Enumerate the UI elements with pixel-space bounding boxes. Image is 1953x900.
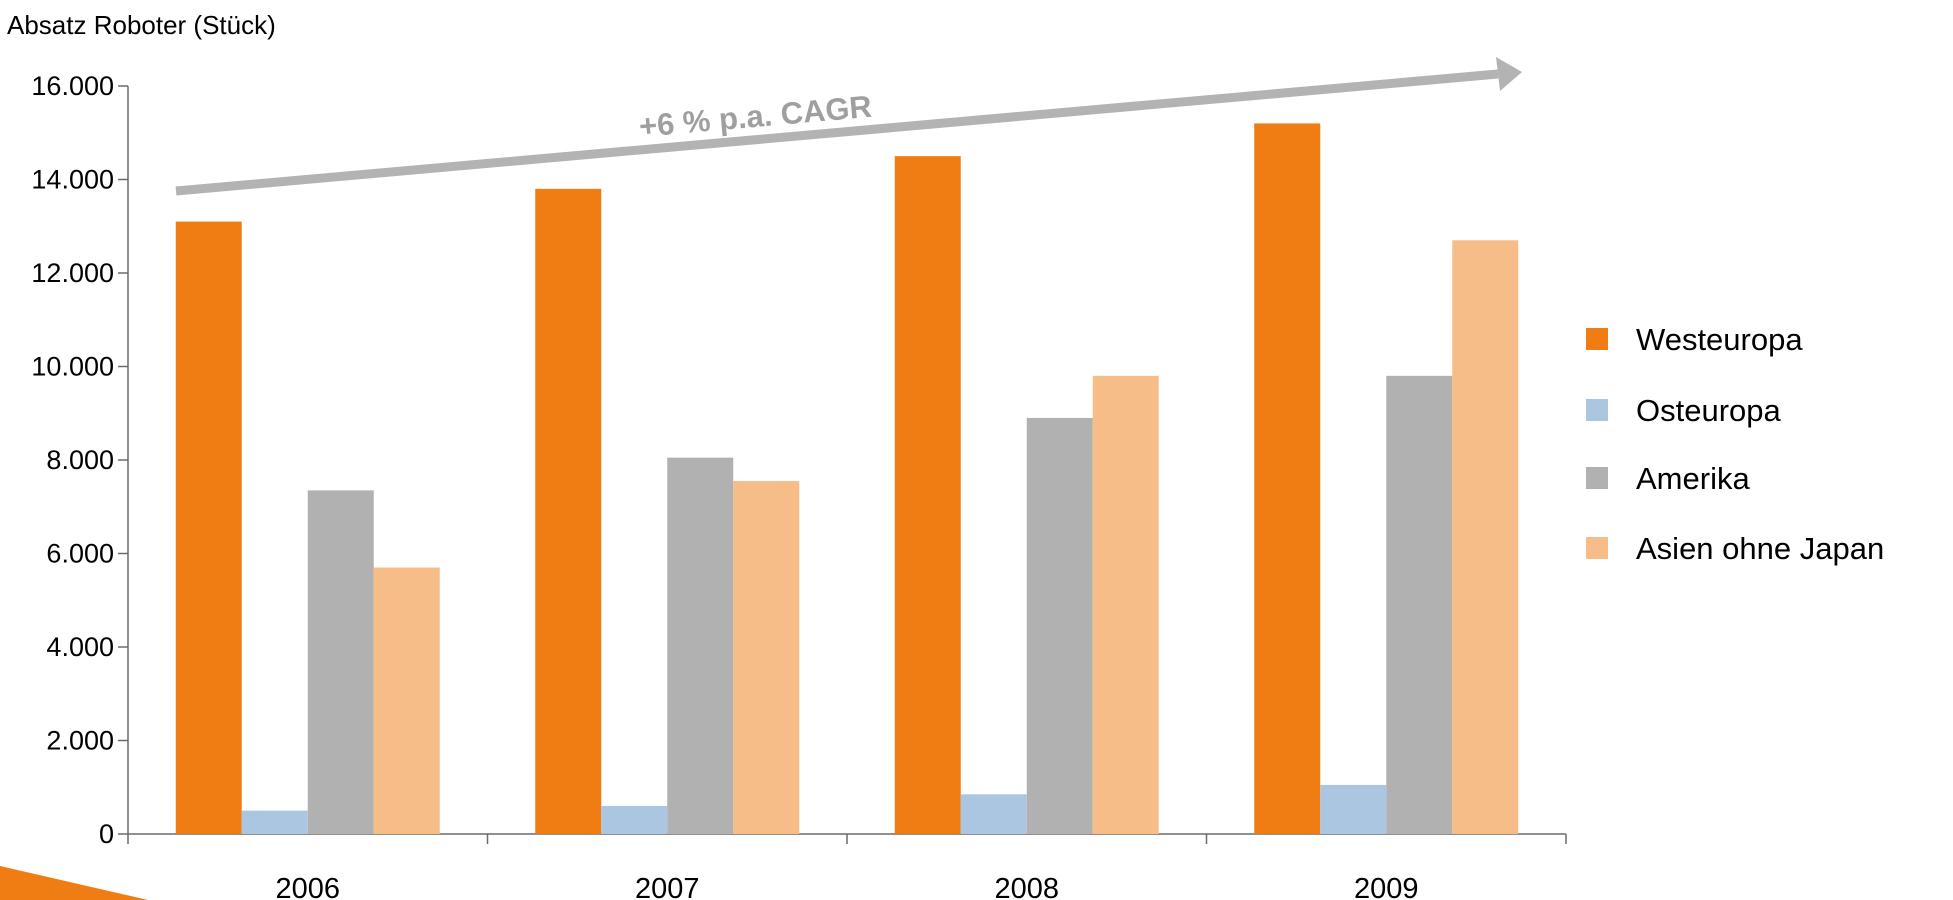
bar [960, 794, 1027, 834]
bar [307, 490, 374, 834]
bar [535, 188, 602, 835]
y-tick-label: 0 [99, 819, 114, 849]
bar [601, 805, 668, 834]
y-tick-label: 14.000 [31, 165, 114, 195]
bar [241, 810, 308, 834]
bar [373, 567, 440, 834]
x-tick-label: 2006 [275, 873, 340, 900]
bar [667, 457, 734, 834]
x-axis: 2006 2007 2008 2009 [127, 833, 1567, 900]
bars [175, 123, 1519, 835]
growth-arrow-line [175, 69, 1499, 196]
bar [1092, 375, 1159, 834]
legend-label: Westeuropa [1636, 322, 1803, 357]
legend-swatch [1586, 399, 1608, 421]
bar [1320, 784, 1387, 834]
bar [733, 481, 800, 834]
legend-swatch [1586, 328, 1608, 350]
y-axis: 0 2.000 4.000 6.000 8.000 10.000 12.000 14.000 1… [31, 71, 129, 849]
legend: Westeuropa Osteuropa Amerika Asien ohne Jap… [1586, 322, 1884, 566]
y-tick-label: 6.000 [46, 539, 114, 569]
y-axis-title: Absatz Roboter (Stück) [7, 10, 276, 40]
x-tick-label: 2009 [1354, 873, 1419, 900]
corner-decoration [0, 866, 148, 900]
y-tick-label: 16.000 [31, 71, 114, 101]
y-tick-label: 4.000 [46, 632, 114, 662]
legend-swatch [1586, 467, 1608, 489]
bar [1254, 123, 1321, 834]
bar [1386, 375, 1453, 834]
bar [1452, 240, 1519, 834]
y-tick-label: 10.000 [31, 352, 114, 382]
y-tick-label: 2.000 [46, 726, 114, 756]
bar [1026, 417, 1093, 834]
bar [894, 156, 961, 834]
growth-arrow-head [1496, 57, 1522, 91]
y-tick-label: 12.000 [31, 258, 114, 288]
x-tick-label: 2007 [635, 873, 700, 900]
legend-swatch [1586, 537, 1608, 559]
legend-label: Amerika [1636, 461, 1750, 496]
x-tick-label: 2008 [994, 873, 1059, 900]
bar [175, 221, 242, 834]
legend-label: Osteuropa [1636, 393, 1782, 428]
y-tick-label: 8.000 [46, 445, 114, 475]
legend-label: Asien ohne Japan [1636, 531, 1884, 566]
